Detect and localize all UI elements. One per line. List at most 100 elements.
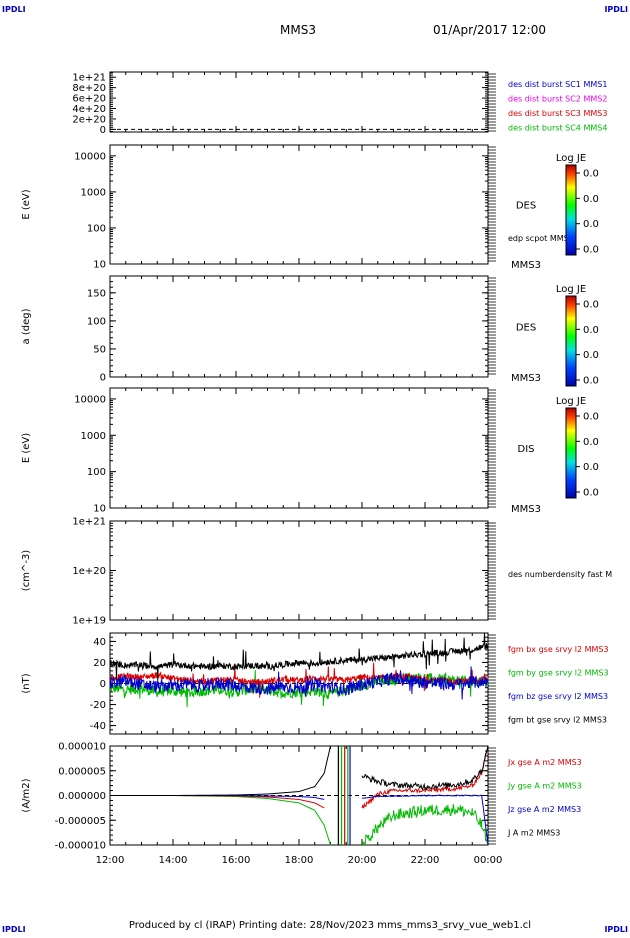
y-tick-label: 100 <box>87 467 106 478</box>
legend-entry: des dist burst SC4 MMS4 <box>508 124 607 133</box>
colorbar-tick-label: 0.0 <box>583 219 599 230</box>
panel-4: 10 100 1000 10000 E (eV) DIS MMS3 Log JE 0.0 0.0 0… <box>21 387 599 515</box>
x-tick-label: 12:00 <box>96 855 125 866</box>
panel-frame <box>109 387 489 509</box>
legend-entry: fgm bt gse srvy l2 MMS3 <box>508 716 607 725</box>
y-tick-label: 1e+19 <box>72 616 106 627</box>
y-tick-label: 0.000010 <box>58 742 106 753</box>
colorbar-tick-label: 0.0 <box>583 462 599 473</box>
series-green-line <box>110 795 488 845</box>
y-tick-label: 40 <box>93 637 106 648</box>
instrument-label: DES <box>516 201 536 212</box>
spacecraft-label: MMS3 <box>511 373 541 384</box>
spacecraft-label: MMS3 <box>511 504 541 515</box>
x-tick-label: 00:00 <box>474 855 503 866</box>
colorbar-tick-label: 0.0 <box>583 488 599 499</box>
colorbar-tick-label: 0.0 <box>583 300 599 311</box>
x-tick-label: 22:00 <box>411 855 440 866</box>
y-tick-label: 0 <box>100 373 106 384</box>
y-tick-label: -40 <box>90 721 106 732</box>
colorbar-tick-label: 0.0 <box>583 169 599 180</box>
y-tick-label: 1e+20 <box>72 566 106 577</box>
y-tick-label: 0.000005 <box>58 766 106 777</box>
legend-entry: fgm by gse srvy l2 MMS3 <box>508 669 609 678</box>
colorbar-tick-label: 0.0 <box>583 325 599 336</box>
panel-3: 0 50 100 150 a (deg) DES MMS3 Log JE 0.0 0.0 0.0 0.… <box>21 275 599 387</box>
y-tick-label: 4e+20 <box>72 104 106 115</box>
y-tick-label: 50 <box>93 344 106 355</box>
x-tick-label: 18:00 <box>285 855 314 866</box>
y-tick-label: 1000 <box>81 431 106 442</box>
legend-entry: des dist burst SC2 MMS2 <box>508 95 607 104</box>
y-tick-label: 6e+20 <box>72 94 106 105</box>
colorbar <box>565 164 577 256</box>
y-tick-label: 1000 <box>81 187 106 198</box>
panel-frame <box>109 144 489 265</box>
legend-entry: des dist burst SC1 MMS1 <box>508 80 607 89</box>
corner-mark-top-left: IPDLI <box>2 5 26 14</box>
colorbar-tick-label: 0.0 <box>583 437 599 448</box>
y-tick-label: 0 <box>100 679 106 690</box>
current-traces <box>110 746 488 845</box>
y-axis-label: (nT) <box>21 673 32 693</box>
colorbar-title: Log JE <box>556 396 586 407</box>
y-tick-label: -0.000010 <box>55 841 106 852</box>
colorbar-title: Log JE <box>556 284 586 295</box>
y-tick-label: 100 <box>87 316 106 327</box>
x-tick-label: 20:00 <box>348 855 377 866</box>
footer-text: Produced by cl (IRAP) Printing date: 28/… <box>129 920 531 931</box>
y-tick-label: 10 <box>93 504 106 515</box>
y-tick-label: 10000 <box>74 394 106 405</box>
y-tick-label: 1e+21 <box>72 73 106 84</box>
corner-mark-bottom-left: IPDLI <box>2 925 26 934</box>
x-tick-label: 14:00 <box>159 855 188 866</box>
legend-entry: des numberdensity fast M <box>508 570 612 579</box>
series-black-line <box>110 746 488 796</box>
colorbar-tick-label: 0.0 <box>583 350 599 361</box>
y-tick-label: 100 <box>87 223 106 234</box>
y-tick-label: 0.000000 <box>58 791 106 802</box>
legend-entry: fgm bx gse srvy l2 MMS3 <box>508 645 609 654</box>
y-tick-label: 150 <box>87 288 106 299</box>
header-datetime: 01/Apr/2017 12:00 <box>433 23 546 37</box>
panel-7: -0.000010 -0.000005 0.000000 0.000005 0.0000… <box>21 742 582 867</box>
y-tick-label: 8e+20 <box>72 83 106 94</box>
series-black-line <box>109 632 489 681</box>
y-tick-label: 10000 <box>74 151 106 162</box>
header-spacecraft: MMS3 <box>280 23 316 37</box>
panel-6: -40 -20 0 20 40 (nT) fgm bx gse srvy l2 MMS3 fg… <box>21 632 609 735</box>
y-axis-label: a (deg) <box>21 308 32 344</box>
corner-mark-top-right: IPDLI <box>604 5 628 14</box>
panel-5: 1e+19 1e+20 1e+21 (cm^-3) des numberdensity … <box>21 517 612 627</box>
legend-entry: J A m2 MMS3 <box>507 829 560 838</box>
legend-entry: Jz gse A m2 MMS3 <box>507 805 581 814</box>
corner-mark-bottom-right: IPDLI <box>604 925 628 934</box>
y-tick-label: 20 <box>93 658 106 669</box>
legend-entry: Jy gse A m2 MMS3 <box>507 782 582 791</box>
panel-2: 10 100 1000 10000 E (eV) DES MMS3 edp scpot MMS… <box>21 144 599 271</box>
colorbar <box>565 295 577 387</box>
panel-frame <box>109 275 489 378</box>
legend-entry: fgm bz gse srvy l2 MMS3 <box>508 692 608 701</box>
overlay-label: edp scpot MMS3 <box>508 234 574 243</box>
y-tick-label: 2e+20 <box>72 114 106 125</box>
colorbar-title: Log JE <box>556 153 586 164</box>
y-axis-label: (A/m2) <box>21 778 32 812</box>
spacecraft-label: MMS3 <box>511 260 541 271</box>
colorbar-tick-label: 0.0 <box>583 194 599 205</box>
y-tick-label: 0 <box>100 125 106 136</box>
x-tick-label: 16:00 <box>222 855 251 866</box>
y-tick-label: -20 <box>90 700 106 711</box>
y-axis-label: (cm^-3) <box>21 550 32 591</box>
y-tick-label: 1e+21 <box>72 517 106 528</box>
panel-frame <box>109 520 489 621</box>
legend-entry: des dist burst SC3 MMS3 <box>508 109 607 118</box>
series-red-line <box>110 746 488 809</box>
colorbar-tick-label: 0.0 <box>583 245 599 256</box>
panel-frame <box>109 71 489 133</box>
y-tick-label: -0.000005 <box>55 816 106 827</box>
colorbar <box>565 407 577 499</box>
